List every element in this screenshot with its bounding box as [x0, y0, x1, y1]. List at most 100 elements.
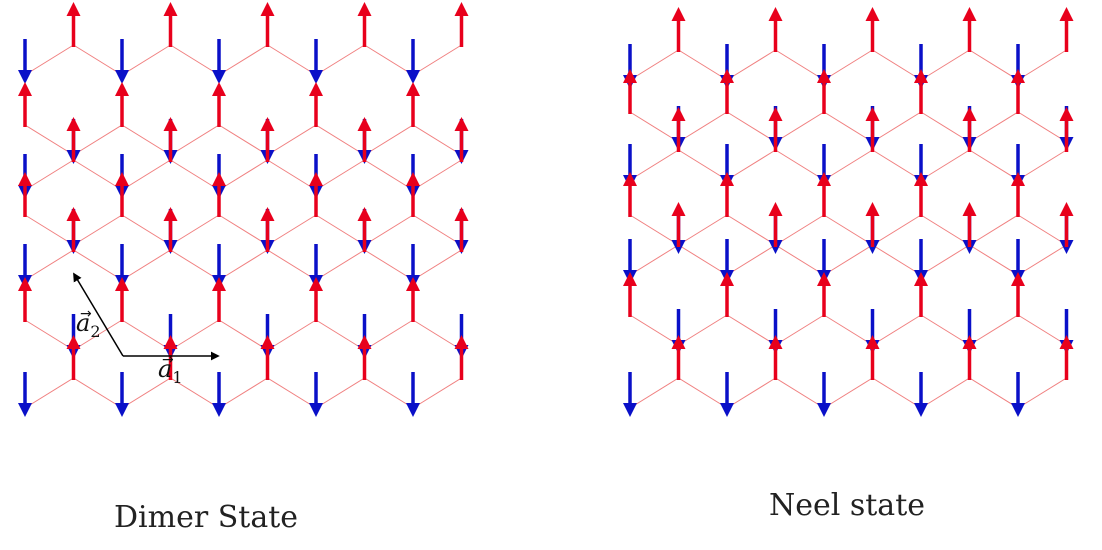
- bond: [315, 44, 365, 76]
- bond: [24, 214, 74, 246]
- bond: [823, 377, 873, 409]
- bond: [872, 377, 922, 409]
- bond: [920, 214, 970, 246]
- bond: [24, 377, 74, 409]
- bond: [218, 44, 268, 76]
- bond: [872, 314, 922, 346]
- bond: [267, 249, 317, 281]
- bond: [121, 214, 171, 246]
- a2-vector-label: a2: [76, 309, 101, 341]
- bond: [412, 319, 462, 351]
- a1-vector-overarrow-icon: →: [162, 352, 174, 368]
- bond: [412, 159, 462, 191]
- bond: [969, 49, 1019, 81]
- lattice-vectors: a1 a2 → →: [73, 272, 220, 387]
- bond: [920, 314, 970, 346]
- bond: [315, 124, 365, 156]
- bond: [1017, 149, 1067, 181]
- bond: [678, 49, 728, 81]
- bond: [726, 111, 776, 143]
- bond: [629, 49, 679, 81]
- a2-vector-arrow: [73, 272, 124, 357]
- dimer-state-caption: Dimer State: [114, 500, 298, 535]
- bond: [629, 314, 679, 346]
- bond: [121, 249, 171, 281]
- bond: [218, 377, 268, 409]
- bond: [24, 249, 74, 281]
- bond: [969, 377, 1019, 409]
- bond: [775, 49, 825, 81]
- bond: [775, 111, 825, 143]
- a1-vector-label: a1: [158, 355, 183, 387]
- bond: [364, 249, 414, 281]
- bond: [823, 149, 873, 181]
- bond: [121, 44, 171, 76]
- bond: [823, 244, 873, 276]
- bond: [678, 244, 728, 276]
- bond: [775, 214, 825, 246]
- bond: [170, 249, 220, 281]
- bond: [1017, 214, 1067, 246]
- bond: [267, 159, 317, 191]
- bond: [315, 159, 365, 191]
- neel-panel: Neel state: [623, 6, 1074, 523]
- bond: [726, 244, 776, 276]
- dimer-bond-network: [24, 44, 462, 409]
- dimer-panel: a1 a2 → → Dimer State: [18, 1, 469, 535]
- bond: [121, 159, 171, 191]
- bond: [267, 377, 317, 409]
- bond: [823, 49, 873, 81]
- bond: [73, 214, 123, 246]
- bond: [73, 159, 123, 191]
- bond: [24, 44, 74, 76]
- bond: [267, 319, 317, 351]
- bond: [1017, 244, 1067, 276]
- bond: [629, 111, 679, 143]
- bond: [969, 244, 1019, 276]
- bond: [412, 377, 462, 409]
- bond: [170, 377, 220, 409]
- bond: [121, 124, 171, 156]
- bond: [218, 249, 268, 281]
- bond: [1017, 314, 1067, 346]
- bond: [726, 377, 776, 409]
- bond: [218, 124, 268, 156]
- neel-state-caption: Neel state: [769, 488, 925, 523]
- bond: [823, 214, 873, 246]
- bond: [678, 314, 728, 346]
- bond: [73, 319, 123, 351]
- bond: [969, 149, 1019, 181]
- bond: [170, 214, 220, 246]
- bond: [872, 149, 922, 181]
- bond: [969, 314, 1019, 346]
- bond: [1017, 49, 1067, 81]
- bond: [920, 377, 970, 409]
- bond: [726, 49, 776, 81]
- bond: [678, 377, 728, 409]
- bond: [73, 249, 123, 281]
- bond: [73, 124, 123, 156]
- bond: [678, 214, 728, 246]
- bond: [872, 244, 922, 276]
- bond: [872, 49, 922, 81]
- bond: [775, 314, 825, 346]
- neel-spins: [623, 6, 1074, 417]
- bond: [872, 111, 922, 143]
- bond: [920, 49, 970, 81]
- bond: [823, 314, 873, 346]
- bond: [364, 319, 414, 351]
- bond: [775, 149, 825, 181]
- bond: [170, 159, 220, 191]
- bond: [170, 124, 220, 156]
- bond: [121, 377, 171, 409]
- bond: [920, 149, 970, 181]
- bond: [872, 214, 922, 246]
- bond: [920, 244, 970, 276]
- bond: [267, 44, 317, 76]
- bond: [1017, 377, 1067, 409]
- bond: [726, 149, 776, 181]
- bond: [678, 149, 728, 181]
- bond: [1017, 111, 1067, 143]
- a2-vector-overarrow-icon: →: [80, 306, 92, 322]
- bond: [170, 44, 220, 76]
